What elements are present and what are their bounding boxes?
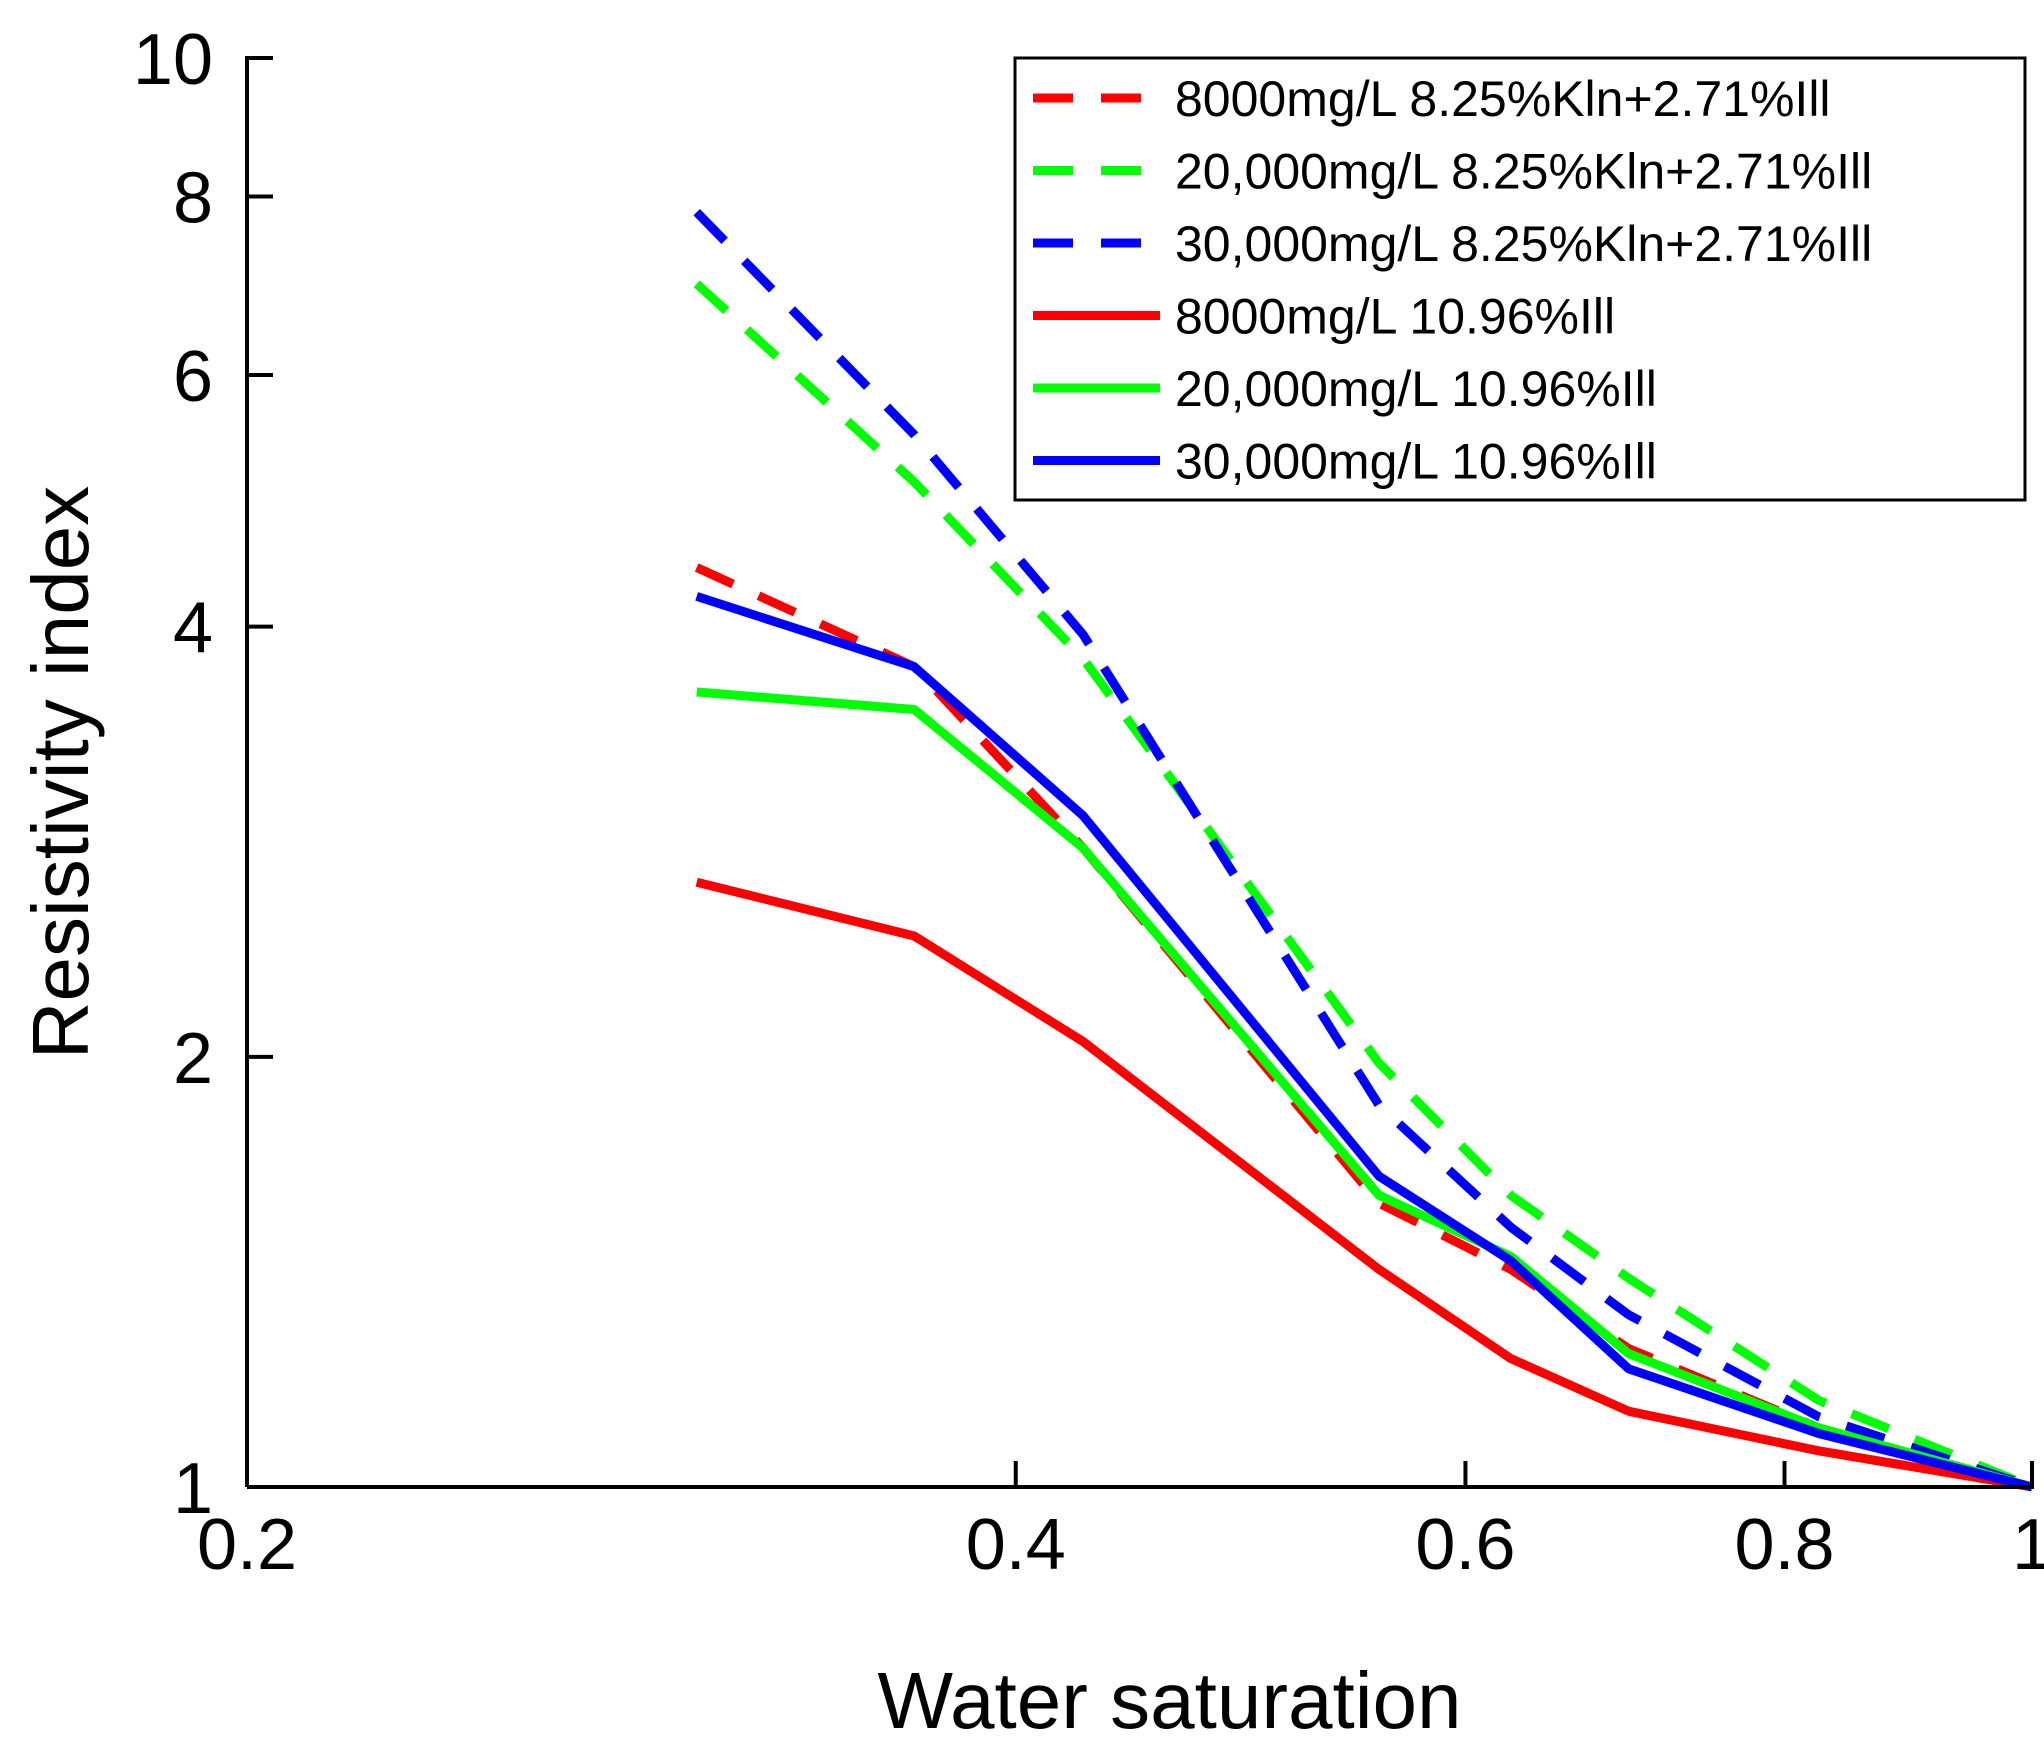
legend-box: [1013, 56, 2027, 502]
x-axis-title: Water saturation: [878, 1656, 1462, 1745]
legend-label-4: 8000mg/L 10.96%Ill: [1175, 289, 1615, 345]
plot-area: [693, 209, 2034, 1492]
series-line-5-20-000mg-l-10-96-ill: [696, 687, 2034, 1492]
series-line-3-30-000mg-l-8-25-kln-2-71-ill: [693, 209, 2034, 1492]
legend: 8000mg/L 8.25%Kln+2.71%Ill 20,000mg/L 8.2…: [1013, 56, 2027, 502]
y-tick-label: 4: [173, 589, 213, 669]
legend-label-1: 8000mg/L 8.25%Kln+2.71%Ill: [1175, 71, 1831, 127]
y-tick-label: 10: [133, 20, 213, 100]
y-tick-label: 1: [173, 1449, 213, 1529]
axes: 0.2 0.4 0.6 0.8 1 1 2 4 6 8 10 Water saturation Resi…: [16, 20, 2044, 1745]
legend-label-2: 20,000mg/L 8.25%Kln+2.71%Ill: [1175, 144, 1872, 200]
y-tick-label: 2: [173, 1019, 213, 1099]
y-axis-title: Resistivity index: [16, 486, 105, 1060]
x-tick-label: 0.2: [197, 1505, 297, 1585]
legend-label-3: 30,000mg/L 8.25%Kln+2.71%Ill: [1175, 216, 1872, 272]
x-tick-label: 0.6: [1415, 1505, 1515, 1585]
legend-label-6: 30,000mg/L 10.96%Ill: [1175, 434, 1657, 490]
series-line-4-8000mg-l-10-96-ill: [695, 877, 2033, 1492]
x-tick-label: 0.8: [1734, 1505, 1834, 1585]
series-line-6-30-000mg-l-10-96-ill: [695, 592, 2034, 1492]
legend-label-5: 20,000mg/L 10.96%Ill: [1175, 361, 1657, 417]
x-tick-label: 0.4: [966, 1505, 1066, 1585]
y-tick-label: 8: [173, 158, 213, 238]
y-tick-label: 6: [173, 337, 213, 417]
x-tick-label: 1: [2012, 1505, 2044, 1585]
